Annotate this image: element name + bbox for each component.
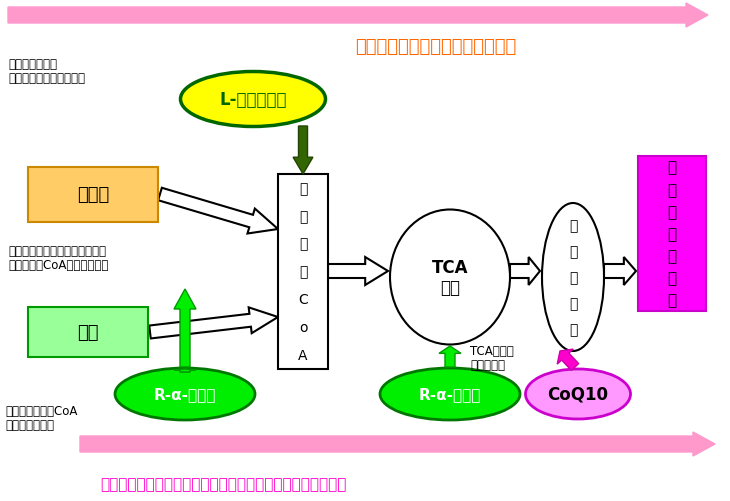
Text: 糖質のアセチルCoA: 糖質のアセチルCoA <box>5 404 77 417</box>
Text: でアセチルCoAに変換される: でアセチルCoAに変換される <box>8 259 108 272</box>
Ellipse shape <box>180 72 326 127</box>
Text: ミトコンドリア膜を通過: ミトコンドリア膜を通過 <box>8 72 85 85</box>
Polygon shape <box>158 188 278 234</box>
Text: 産: 産 <box>667 271 677 286</box>
Text: L-カルニチン: L-カルニチン <box>219 91 287 109</box>
Polygon shape <box>149 308 278 339</box>
Text: ミトコンドリア内で還元体に変換され抗酸化物質として働く: ミトコンドリア内で還元体に変換され抗酸化物質として働く <box>100 476 346 491</box>
Polygon shape <box>174 369 196 372</box>
Text: R-α-リボ酸: R-α-リボ酸 <box>154 387 216 402</box>
Text: エ: エ <box>667 160 677 175</box>
Text: TCA
回路: TCA 回路 <box>431 258 468 297</box>
Text: ア: ア <box>299 181 307 195</box>
FancyBboxPatch shape <box>28 308 148 357</box>
Polygon shape <box>557 349 579 371</box>
Ellipse shape <box>526 369 631 419</box>
FancyBboxPatch shape <box>278 175 328 369</box>
Polygon shape <box>510 258 540 286</box>
Text: o: o <box>299 321 307 335</box>
Text: 脂肪酸と結合し: 脂肪酸と結合し <box>8 58 57 71</box>
Text: 系: 系 <box>569 322 577 336</box>
FancyArrow shape <box>80 432 715 456</box>
Polygon shape <box>604 258 636 286</box>
Polygon shape <box>174 290 196 367</box>
Text: への変換に関与: への変換に関与 <box>5 418 54 431</box>
Text: 脂質と糖質はミトコンドリア内: 脂質と糖質はミトコンドリア内 <box>8 244 106 258</box>
Text: 糖質: 糖質 <box>77 323 99 341</box>
Text: ル: ル <box>299 265 307 279</box>
Text: A: A <box>299 348 308 362</box>
Text: 脂　質: 脂 質 <box>77 186 109 204</box>
Text: 達: 達 <box>569 297 577 311</box>
Text: 子: 子 <box>569 244 577 259</box>
Ellipse shape <box>390 210 510 345</box>
Polygon shape <box>293 127 313 175</box>
Polygon shape <box>174 369 196 372</box>
Text: ネ: ネ <box>667 182 677 197</box>
Polygon shape <box>328 258 388 286</box>
Text: 生: 生 <box>667 293 677 308</box>
Text: TCA回路の: TCA回路の <box>470 344 514 357</box>
Text: 回転に関与: 回転に関与 <box>470 358 505 371</box>
FancyBboxPatch shape <box>638 157 706 312</box>
Text: セ: セ <box>299 209 307 223</box>
Polygon shape <box>439 346 461 367</box>
Text: 電: 電 <box>569 218 577 232</box>
FancyArrow shape <box>8 4 708 28</box>
Text: R-α-リボ酸: R-α-リボ酸 <box>419 387 481 402</box>
Text: チ: チ <box>299 237 307 251</box>
Text: C: C <box>298 293 308 307</box>
Ellipse shape <box>115 368 255 420</box>
Ellipse shape <box>380 368 520 420</box>
Text: ギ: ギ <box>667 226 677 241</box>
Text: ー: ー <box>667 248 677 264</box>
Text: CoQ10: CoQ10 <box>548 385 609 403</box>
Text: エネルギー産生の反応は酸化反応: エネルギー産生の反応は酸化反応 <box>355 38 516 56</box>
Text: ル: ル <box>667 204 677 219</box>
Ellipse shape <box>542 203 604 351</box>
Text: 伝: 伝 <box>569 271 577 285</box>
FancyBboxPatch shape <box>28 168 158 222</box>
